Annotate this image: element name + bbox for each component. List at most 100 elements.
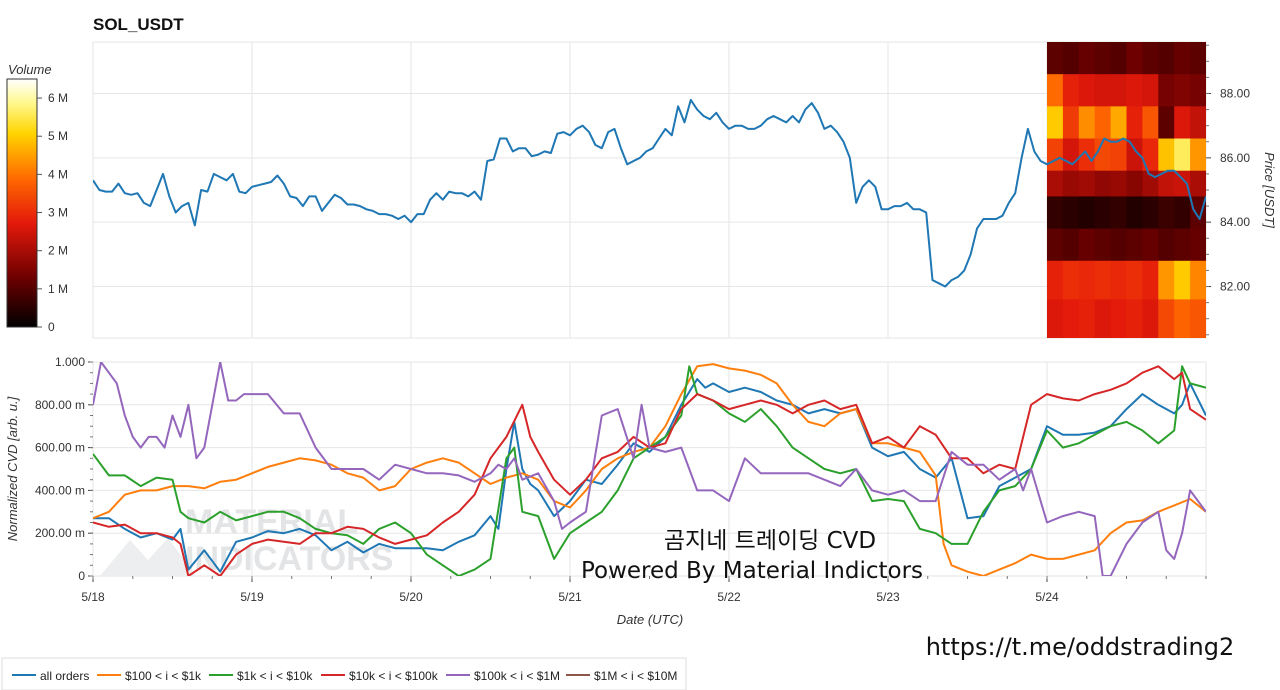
price-plot-area [92,41,1207,339]
mountain-logo-icon [100,538,196,576]
legend-label: $1M < i < $10M [594,669,677,683]
heatmap-cell [1047,170,1064,198]
heatmap-cell [1062,196,1080,230]
heatmap-cell [1062,170,1080,198]
heatmap-cell [1047,106,1064,140]
heatmap-cell [1047,228,1064,262]
heatmap-cell [1126,260,1143,300]
heatmap-cell [1047,42,1064,75]
heatmap-cell [1190,42,1206,75]
heatmap-cell [1158,106,1175,140]
x-tick-label: 5/19 [240,590,264,604]
heatmap-cell [1142,299,1159,338]
heatmap-cell [1142,260,1159,300]
heatmap-cell [1174,106,1191,140]
price-y-ticks: 82.00 84.00 86.00 88.00 [1206,44,1250,336]
colorbar-tick-label: 3 M [48,206,68,220]
heatmap-cell [1047,74,1064,107]
heatmap-cell [1126,228,1143,262]
colorbar-tick-label: 0 [48,320,55,334]
heatmap-cell [1142,74,1159,107]
heatmap-cell [1126,106,1143,140]
heatmap-cell [1078,228,1096,262]
heatmap-cell [1158,196,1175,230]
price-tick-label: 82.00 [1220,280,1250,294]
heatmap-cell [1158,74,1175,107]
heatmap-cell [1174,228,1191,262]
heatmap-cell [1190,106,1206,140]
colorbar-tick-label: 6 M [48,91,68,105]
legend-label: all orders [40,669,89,683]
cvd-y-ticks: 0 200.00 m 400.00 m 600.00 m 800.00 m 1.000 [35,355,93,583]
x-axis-label: Date (UTC) [617,612,683,627]
heatmap-cell [1110,196,1128,230]
heatmap-cell [1190,196,1206,230]
cvd-axis-label: Normalized CVD [arb. u.] [5,396,20,541]
heatmap-cell [1062,299,1080,338]
chart-title: SOL_USDT [93,15,184,34]
heatmap-cell [1078,260,1096,300]
heatmap-cell [1190,170,1206,198]
heatmap-cell [1190,138,1206,172]
heatmap-cell [1158,299,1175,338]
heatmap-cell [1047,260,1064,300]
cvd-y-tick-label: 800.00 m [35,398,85,412]
legend-label: $100k < i < $1M [474,669,560,683]
colorbar-ticks: 0 1 M 2 M 3 M 4 M 5 M 6 M [37,91,68,334]
heatmap-cell [1174,260,1191,300]
watermark-line2: Powered By Material Indictors [581,558,923,584]
heatmap-cell [1062,228,1080,262]
heatmap-cell [1158,228,1175,262]
heatmap-cell [1158,260,1175,300]
x-tick-label: 5/22 [717,590,741,604]
price-axis-label: Price [USDT] [1262,152,1277,228]
price-tick-label: 86.00 [1220,151,1250,165]
heatmap-cell [1094,196,1112,230]
heatmap-cell [1062,42,1080,75]
heatmap-cell [1078,299,1096,338]
heatmap-cell [1110,299,1128,338]
colorbar-tick-label: 5 M [48,129,68,143]
heatmap-cell [1110,42,1128,75]
heatmap-cell [1190,299,1206,338]
heatmap-cell [1094,106,1112,140]
heatmap-cell [1094,170,1112,198]
heatmap-cell [1110,170,1128,198]
cvd-y-tick-label: 400.00 m [35,483,85,497]
heatmap-cell [1174,42,1191,75]
heatmap-cell [1110,228,1128,262]
cvd-line-series-4 [93,362,1206,576]
x-tick-label: 5/23 [876,590,900,604]
legend-label: $10k < i < $100k [349,669,439,683]
heatmap-cell [1062,106,1080,140]
colorbar-tick-label: 4 M [48,167,68,181]
telegram-url: https://t.me/oddstrading2 [926,633,1235,661]
legend-items: all orders $100 < i < $1k $1k < i < $10k $1… [12,669,677,683]
price-tick-label: 84.00 [1220,215,1250,229]
colorbar-tick-label: 1 M [48,282,68,296]
cvd-y-tick-label: 600.00 m [35,441,85,455]
colorbar-tick-label: 2 M [48,244,68,258]
price-series [93,98,1206,288]
heatmap-cell [1126,299,1143,338]
heatmap-cell [1094,138,1112,172]
heatmap-cell [1078,170,1096,198]
legend: all orders $100 < i < $1k $1k < i < $10k $1… [1,657,687,690]
heatmap-cell [1126,138,1143,172]
watermark-line1: 곰지네 트레이딩 CVD [664,528,876,554]
legend-label: $100 < i < $1k [125,669,202,683]
heatmap-cell [1094,74,1112,107]
heatmap-cell [1190,228,1206,262]
cvd-line-series-1 [93,363,1206,576]
x-tick-label: 5/20 [399,590,423,604]
heatmap-cell [1190,74,1206,107]
heatmap-cell [1078,106,1096,140]
heatmap-cell [1078,42,1096,75]
heatmap-cell [1190,260,1206,300]
heatmap-cell [1062,74,1080,107]
heatmap-cell [1142,42,1159,75]
volume-heatmap [1047,42,1206,338]
colorbar-label: Volume [8,62,52,77]
heatmap-cell [1094,228,1112,262]
